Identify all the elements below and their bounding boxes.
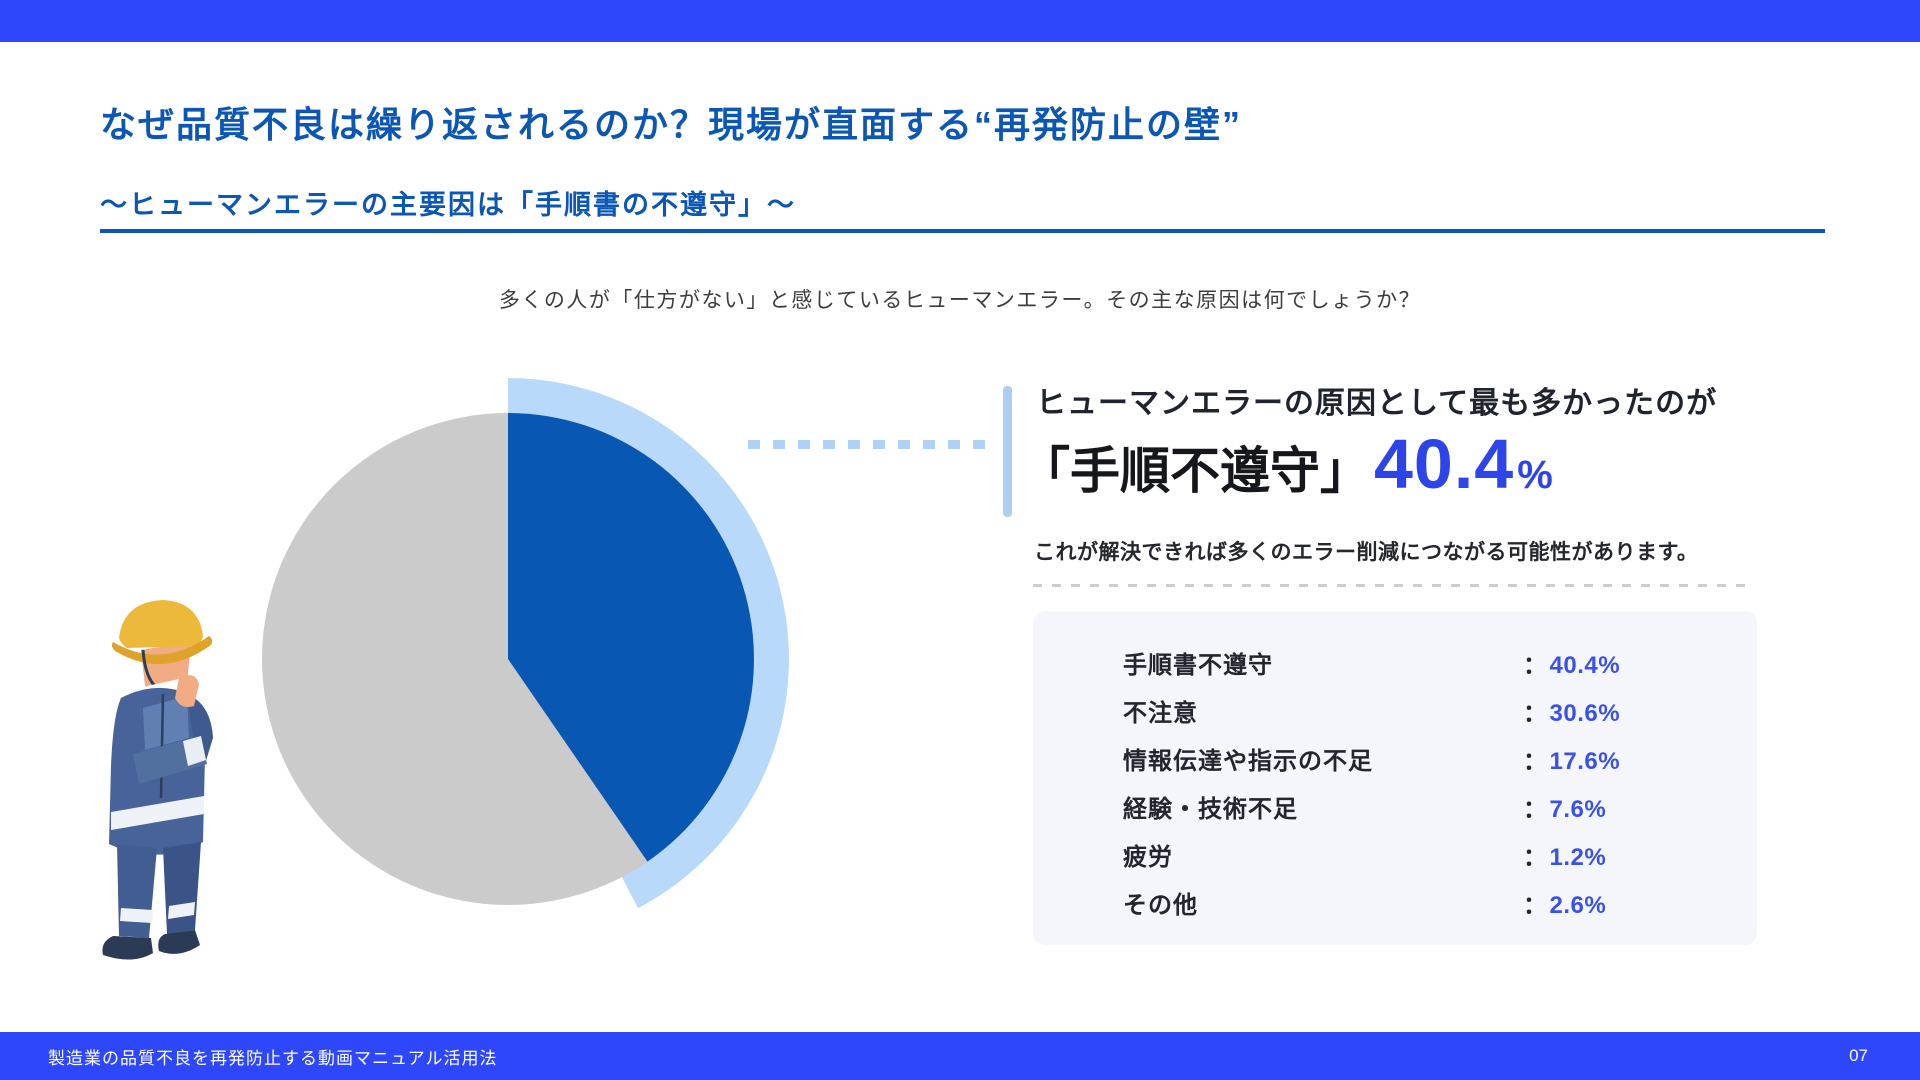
row-value: ： 7.6%	[1523, 789, 1606, 824]
worker-illustration	[102, 600, 213, 960]
dashed-separator	[1033, 584, 1745, 587]
callout-headline: ヒューマンエラーの原因として最も多かったのが	[1036, 387, 1718, 420]
callout-term: 「手順不遵守」	[1020, 443, 1370, 499]
pie-highlight-slice	[508, 413, 754, 862]
row-label: 情報伝達や指示の不足	[1123, 747, 1373, 775]
dashed-connector-line	[748, 440, 986, 449]
row-colon: ：	[1523, 891, 1548, 919]
callout-description: これが解決できれば多くのエラー削減につながる可能性があります。	[1034, 541, 1699, 564]
row-label: その他	[1123, 891, 1198, 919]
row-label: 手順書不遵守	[1123, 651, 1273, 679]
row-percent: 7.6%	[1549, 795, 1607, 823]
slide-subtitle: ～ヒューマンエラーの主要因は「手順書の不遵守」～	[100, 190, 796, 220]
table-row: 不注意 ： 30.6%	[1033, 686, 1757, 734]
title-underline-rule	[100, 229, 1825, 233]
footer-bar: 製造業の品質不良を再発防止する動画マニュアル活用法 07	[0, 1032, 1920, 1080]
callout-value: 40.4	[1374, 425, 1515, 503]
row-value: ： 40.4%	[1523, 645, 1620, 680]
slide-title: なぜ品質不良は繰り返されるのか？現場が直面する“再発防止の壁”	[100, 104, 1243, 145]
table-row: 手順書不遵守 ： 40.4%	[1033, 638, 1757, 686]
page-number: 07	[1849, 1046, 1868, 1065]
top-brand-bar	[0, 0, 1920, 42]
callout-accent-bar	[1003, 386, 1012, 517]
row-percent: 2.6%	[1549, 891, 1607, 919]
table-row: 情報伝達や指示の不足 ： 17.6%	[1033, 734, 1757, 782]
intro-text: 多くの人が「仕方がない」と感じているヒューマンエラー。その主な原因は何でしょうか…	[498, 289, 1422, 312]
worker-body	[102, 600, 213, 960]
row-value: ： 2.6%	[1523, 885, 1606, 920]
row-label: 疲労	[1123, 843, 1173, 871]
row-colon: ：	[1523, 699, 1548, 727]
row-label: 経験・技術不足	[1123, 795, 1298, 823]
callout-bigline: 「手順不遵守」 40.4 %	[1020, 424, 1553, 504]
row-label: 不注意	[1123, 699, 1198, 727]
table-row: 疲労 ： 1.2%	[1033, 830, 1757, 878]
row-colon: ：	[1523, 843, 1548, 871]
row-colon: ：	[1523, 795, 1548, 823]
row-percent: 30.6%	[1549, 699, 1621, 727]
row-value: ： 1.2%	[1523, 837, 1606, 872]
row-colon: ：	[1523, 747, 1548, 775]
table-row: 経験・技術不足 ： 7.6%	[1033, 782, 1757, 830]
row-colon: ：	[1523, 651, 1548, 679]
row-percent: 40.4%	[1549, 651, 1621, 679]
table-row: その他 ： 2.6%	[1033, 878, 1757, 926]
pie-chart	[262, 378, 789, 909]
row-percent: 1.2%	[1549, 843, 1607, 871]
footer-text: 製造業の品質不良を再発防止する動画マニュアル活用法	[48, 1048, 498, 1068]
row-value: ： 30.6%	[1523, 693, 1620, 728]
callout-unit: %	[1517, 453, 1553, 497]
row-percent: 17.6%	[1549, 747, 1621, 775]
breakdown-box: 手順書不遵守 ： 40.4% 不注意 ： 30.6% 情報伝達や指示の不足 ： 17.…	[1033, 611, 1757, 945]
row-value: ： 17.6%	[1523, 741, 1620, 776]
